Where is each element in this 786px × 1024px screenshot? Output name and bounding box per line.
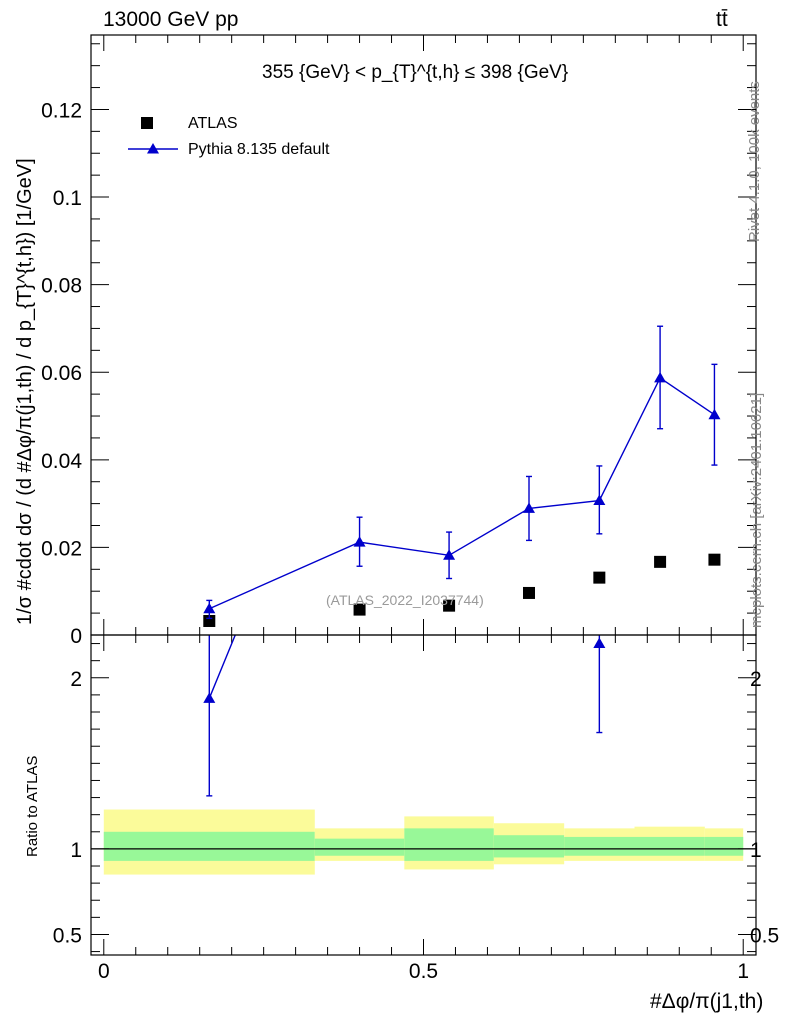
y-tick-label-main: 0.08: [41, 275, 82, 298]
ratio-panel-frame: [90, 634, 757, 956]
data-series: [203, 325, 721, 797]
analysis-watermark: (ATLAS_2022_I2037744): [326, 592, 484, 608]
pythia-data-point: [203, 602, 216, 614]
header-left: 13000 GeV pp: [103, 8, 239, 31]
y-tick-label-ratio: 0.5: [53, 924, 82, 947]
ratio-band-inner: [404, 828, 494, 861]
y-tick-label-main: 0.06: [41, 362, 82, 385]
pythia-data-point: [654, 371, 667, 383]
y-tick-label-ratio: 2: [70, 668, 82, 691]
pythia-line: [209, 376, 715, 610]
mcplots-label: mcplots.cern.ch [arXiv:2401.10621]: [748, 392, 765, 628]
atlas-data-point: [353, 603, 366, 616]
atlas-data-point: [708, 553, 721, 566]
ratio-band-inner: [314, 838, 405, 856]
atlas-data-point: [523, 586, 536, 599]
legend-label-pythia: Pythia 8.135 default: [188, 141, 330, 158]
ratio-band-inner: [493, 835, 565, 858]
y-tick-label-main: 0.12: [41, 99, 82, 122]
y-tick-label-main: 0: [70, 625, 82, 648]
ratio-band-inner: [634, 836, 705, 856]
x-tick-label: 0: [98, 960, 110, 983]
y-tick-label-main: 0.02: [41, 537, 82, 560]
pythia-data-point: [523, 502, 536, 513]
x-axis-label: #Δφ/π(j1,th): [650, 990, 764, 1013]
y-tick-label-main: 0.1: [53, 187, 82, 210]
pythia-data-point: [443, 549, 456, 560]
y-tick-label-ratio-right: 0.5: [750, 924, 779, 947]
y-axis-label-main: 1/σ #cdot dσ / (d #Δφ/π(j1,th) / d p_{T}…: [14, 158, 36, 625]
pythia-data-point: [593, 494, 606, 506]
rivet-label: Rivet 4.1.0, 100k events: [746, 81, 763, 242]
ratio-band-inner: [564, 836, 635, 856]
legend-marker-pythia: [147, 143, 159, 154]
pythia-ratio-point: [593, 637, 606, 649]
pythia-ratio-point: [203, 692, 216, 703]
legend-marker-atlas: [141, 117, 153, 129]
ratio-band-inner: [704, 836, 744, 856]
atlas-data-point: [593, 571, 606, 584]
y-tick-label-main: 0.04: [41, 450, 82, 473]
atlas-data-point: [443, 599, 456, 612]
x-tick-label: 1: [737, 960, 749, 983]
ratio-band-inner: [103, 831, 315, 861]
pythia-ratio-line: [208, 634, 236, 699]
header-right: tt̄: [716, 8, 728, 31]
axis-ticks: [91, 35, 756, 955]
ratio-uncertainty-bands: [103, 809, 744, 875]
x-tick-label: 0.5: [409, 960, 438, 983]
pythia-data-point: [353, 536, 366, 547]
atlas-data-point: [654, 555, 667, 568]
y-axis-label-ratio: Ratio to ATLAS: [24, 755, 41, 857]
range-label: 355 {GeV} < p_{T}^{t,h} ≤ 398 {GeV}: [262, 62, 569, 83]
y-tick-label-ratio: 1: [70, 839, 82, 862]
legend-label-atlas: ATLAS: [188, 115, 238, 132]
pythia-data-point: [708, 408, 721, 420]
